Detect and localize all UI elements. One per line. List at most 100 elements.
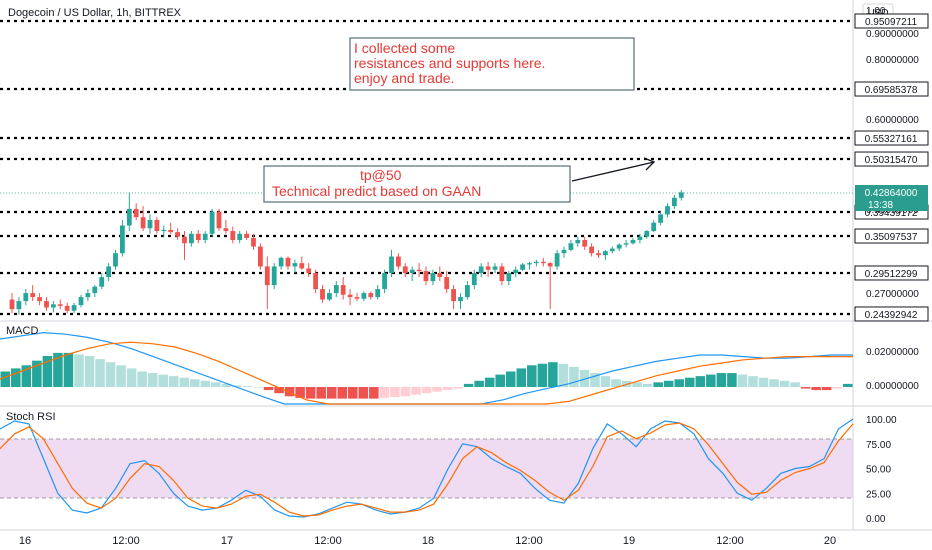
candle-body (51, 304, 56, 308)
candle-body (85, 293, 91, 298)
macd-histogram-bar (32, 360, 42, 387)
macd-histogram-bar (558, 363, 569, 387)
candle-body (251, 237, 256, 247)
candle-body (209, 211, 215, 234)
macd-histogram-bar (779, 380, 790, 387)
macd-histogram-bar (442, 387, 453, 391)
macd-histogram-bar (400, 387, 411, 397)
macd-histogram-bar (200, 380, 211, 387)
macd-histogram-bar (527, 365, 537, 387)
candle-body (223, 228, 229, 232)
candle-body (458, 297, 463, 302)
price-axis-tick: 0.90000000 (866, 29, 919, 40)
candle-body (244, 233, 249, 238)
candle-body (623, 243, 629, 245)
macd-histogram-bar (369, 387, 379, 399)
candle-body (327, 293, 332, 300)
price-level-badge (854, 306, 929, 322)
macd-histogram-bar (305, 387, 316, 399)
candle-body (133, 208, 139, 218)
candle-body (168, 229, 174, 233)
candle-body (347, 294, 353, 298)
tp-line-2: Technical predict based on GAAN (272, 183, 481, 199)
candle-body (354, 297, 360, 299)
macd-histogram-bar (632, 382, 642, 387)
candle-body (540, 261, 546, 264)
candle-body (264, 266, 270, 286)
macd-histogram-bar (21, 365, 32, 387)
macd-histogram-bar (611, 379, 621, 387)
tp-annotation[interactable]: tp@50 Technical predict based on GAAN (263, 165, 571, 203)
candle-body (389, 256, 394, 274)
macd-axis-tick: 0.00000000 (866, 381, 919, 392)
macd-histogram-bar (421, 387, 432, 394)
macd-histogram-bar (411, 387, 421, 395)
chart-title: Dogecoin / US Dollar, 1h, BITTREX (8, 7, 182, 19)
macd-histogram-bar (737, 374, 748, 387)
candle-body (575, 239, 581, 244)
macd-histogram-bar (274, 387, 284, 394)
candle-body (9, 299, 15, 310)
candle-body (320, 289, 325, 300)
time-axis[interactable]: 16 12:00 17 12:00 18 12:00 19 12:00 20 (19, 535, 836, 547)
tp-arrow (571, 157, 656, 182)
current-price-label: 0.42864000 (865, 188, 918, 199)
candle-body (499, 266, 505, 282)
macd-histogram-bar (537, 363, 548, 387)
candle-body (423, 271, 429, 282)
macd-histogram-bar (569, 366, 579, 387)
price-level-badge (854, 130, 929, 146)
note-line-1: I collected some (354, 40, 455, 56)
note-line-3: enjoy and trade. (354, 70, 454, 86)
candle-body (465, 285, 470, 298)
candle-body (216, 211, 222, 229)
candle-body (147, 219, 153, 229)
macd-histogram-bar (326, 387, 337, 399)
macd-histogram-bar (495, 374, 505, 387)
macd-histogram-bar (348, 387, 358, 399)
candle-body (271, 266, 277, 286)
candle-body (430, 273, 436, 282)
candle-body (106, 266, 111, 278)
candle-body (57, 304, 63, 306)
macd-histogram-bar (11, 368, 21, 387)
candle-body (444, 277, 450, 290)
candle-body (140, 217, 146, 229)
current-price-badge (855, 185, 928, 211)
macd-histogram-bar (642, 383, 653, 387)
macd-histogram-bar (63, 352, 74, 387)
candle-body (534, 261, 539, 264)
macd-histogram-bar (221, 383, 232, 387)
macd-histogram-bar (263, 387, 274, 391)
time-axis-tick: 19 (623, 535, 635, 547)
stoch-rsi-axis-tick: 50.00 (866, 465, 891, 476)
price-axis-tick: 1.00 (866, 6, 886, 17)
note-annotation[interactable]: I collected some resistances and support… (349, 37, 635, 91)
macd-histogram-bar (727, 373, 737, 387)
stoch-rsi-axis-tick: 25.00 (866, 489, 891, 500)
candle-body (561, 249, 567, 254)
macd-histogram-bar (432, 387, 442, 392)
candle-body (92, 286, 98, 294)
macd-histogram-bar (53, 352, 63, 387)
candle-body (547, 263, 553, 267)
stoch-rsi-d-line (0, 422, 854, 517)
price-axis[interactable]: 0.95097211 0.69585378 0.55327161 0.50315470… (854, 6, 929, 525)
candle-body (520, 264, 525, 270)
macd-histogram-bar (548, 362, 558, 387)
macd-histogram (0, 352, 853, 399)
candle-body (292, 263, 298, 267)
stoch-rsi-k-line (0, 418, 854, 518)
candle-body (195, 233, 201, 240)
macd-histogram-bar (600, 376, 611, 387)
time-axis-tick: 12:00 (716, 535, 744, 547)
candle-body (672, 197, 677, 207)
macd-histogram-bar (453, 387, 463, 389)
macd-histogram-bar (253, 387, 263, 388)
candle-body (451, 289, 456, 302)
macd-histogram-bar (126, 368, 137, 387)
candle-body (333, 285, 339, 294)
candle-body (485, 266, 491, 270)
candle-body (616, 244, 622, 249)
candle-body (113, 253, 118, 267)
